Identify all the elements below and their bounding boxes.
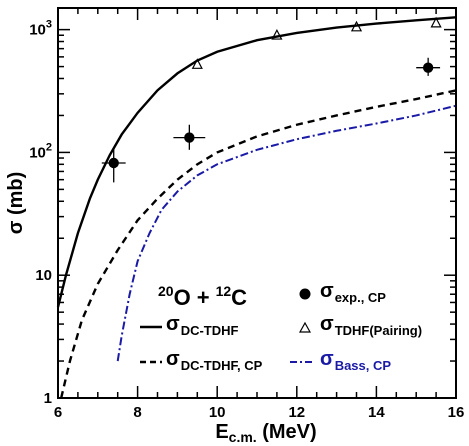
data-point-tdhf-pairing [350,20,363,32]
y-tick-label: 103 [29,19,52,39]
plot-frame [57,7,457,399]
x-tick-label: 16 [448,404,465,421]
data-point-tdhf-pairing [430,16,442,28]
reaction-symbol-a: O [174,285,191,310]
data-point-tdhf-pairing [271,28,283,40]
data-point-marker [184,132,195,143]
legend-marker-tdhf-pairing [298,321,312,333]
data-point-exp-cp [416,57,441,76]
legend-label-dc-tdhf-cp: σDC-TDHF, CP [166,348,263,373]
curves-layer [56,16,457,399]
reaction-mass-b: 12 [216,283,232,299]
x-tick-label: 12 [288,404,305,421]
reaction-plus: + [197,285,210,310]
series-line-dc-tdhf-cp [60,89,457,399]
x-axis-title-main: E [215,421,228,443]
x-axis-title: Ec.m. (MeV) [215,421,316,445]
reaction-symbol-b: C [231,285,247,310]
axis-ticks [57,8,457,399]
series-line-bass-cp [116,104,457,362]
x-tick-label: 14 [368,404,385,421]
data-point-tdhf-pairing [191,58,203,69]
y-tick-label: 102 [29,141,52,161]
x-axis-title-sub: c.m. [229,429,257,445]
series-line-dc-tdhf [56,16,457,308]
x-tick-label: 8 [133,404,141,421]
legend-label-exp-cp: σexp., CP [320,280,386,305]
x-tick-label: 10 [209,404,226,421]
y-tick-label: 1 [44,390,52,407]
legend-label-dc-tdhf: σDC-TDHF [166,313,239,338]
legend-label-bass-cp: σBass, CP [320,348,391,373]
legend: σDC-TDHF σDC-TDHF, CP σexp., CP σTDHF(Pa… [140,280,422,373]
markers-layer [101,16,442,183]
data-point-marker [422,62,434,73]
data-point-exp-cp [173,124,206,150]
y-tick-label: 10 [35,267,52,284]
reaction-mass-a: 20 [158,283,174,299]
data-point-exp-cp [101,148,126,183]
data-point-marker [108,157,119,169]
legend-marker-exp-cp [299,288,311,300]
tick-labels: 6 8 10 12 14 16 1 10 102 103 [29,19,464,421]
x-axis-title-unit: (MeV) [257,421,317,443]
y-axis-title: σ (mb) [5,172,27,235]
reaction-label: 20O +12C [158,283,247,310]
legend-label-tdhf-pairing: σTDHF(Pairing) [320,313,422,338]
x-tick-label: 6 [54,404,62,421]
